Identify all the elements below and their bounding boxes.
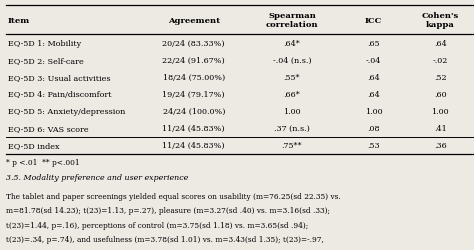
Text: Item: Item [8, 17, 30, 24]
Text: .75**: .75** [282, 142, 302, 150]
Text: .37 (n.s.): .37 (n.s.) [274, 124, 310, 132]
Text: .08: .08 [367, 124, 380, 132]
Text: EQ-5D index: EQ-5D index [8, 142, 60, 150]
Text: 18/24 (75.00%): 18/24 (75.00%) [163, 74, 225, 82]
Text: t(23)=1.44, p=.16), perceptions of control (m=3.75(sd 1.18) vs. m=3.65(sd .94);: t(23)=1.44, p=.16), perceptions of contr… [6, 221, 308, 229]
Text: 24/24 (100.0%): 24/24 (100.0%) [163, 108, 225, 116]
Text: .64: .64 [434, 40, 447, 48]
Text: EQ-5D 6: VAS score: EQ-5D 6: VAS score [8, 124, 89, 132]
Text: .64*: .64* [283, 40, 301, 48]
Text: Agreement: Agreement [168, 17, 220, 24]
Text: * p <.01  ** p<.001: * p <.01 ** p<.001 [6, 158, 79, 166]
Text: EQ-5D 2: Self-care: EQ-5D 2: Self-care [8, 56, 84, 64]
Text: ICC: ICC [365, 17, 383, 24]
Text: m=81.78(sd 14.23); t(23)=1.13, p=.27), pleasure (m=3.27(sd .40) vs. m=3.16(sd .3: m=81.78(sd 14.23); t(23)=1.13, p=.27), p… [6, 206, 330, 214]
Text: 1.00: 1.00 [365, 108, 383, 116]
Text: .36: .36 [434, 142, 447, 150]
Text: EQ-5D 1: Mobility: EQ-5D 1: Mobility [8, 40, 81, 48]
Text: EQ-5D 5: Anxiety/depression: EQ-5D 5: Anxiety/depression [8, 108, 126, 116]
Text: 20/24 (83.33%): 20/24 (83.33%) [163, 40, 225, 48]
Text: 11/24 (45.83%): 11/24 (45.83%) [163, 142, 225, 150]
Text: .41: .41 [434, 124, 447, 132]
Text: EQ-5D 4: Pain/discomfort: EQ-5D 4: Pain/discomfort [8, 90, 111, 98]
Text: -.04 (n.s.): -.04 (n.s.) [273, 56, 311, 64]
Text: .60: .60 [434, 90, 447, 98]
Text: .53: .53 [367, 142, 380, 150]
Text: 1.00: 1.00 [283, 108, 301, 116]
Text: EQ-5D 3: Usual activities: EQ-5D 3: Usual activities [8, 74, 110, 82]
Text: .52: .52 [434, 74, 447, 82]
Text: .65: .65 [367, 40, 380, 48]
Text: -.02: -.02 [433, 56, 448, 64]
Text: 1.00: 1.00 [431, 108, 449, 116]
Text: 19/24 (79.17%): 19/24 (79.17%) [163, 90, 225, 98]
Text: t(23)=.34, p=.74), and usefulness (m=3.78(sd 1.01) vs. m=3.43(sd 1.35); t(23)=-.: t(23)=.34, p=.74), and usefulness (m=3.7… [6, 235, 324, 243]
Text: .66*: .66* [283, 90, 301, 98]
Text: The tablet and paper screenings yielded equal scores on usability (m=76.25(sd 22: The tablet and paper screenings yielded … [6, 192, 340, 200]
Text: Cohen's
kappa: Cohen's kappa [422, 12, 459, 29]
Text: -.04: -.04 [366, 56, 382, 64]
Text: 22/24 (91.67%): 22/24 (91.67%) [163, 56, 225, 64]
Text: 3.5. Modality preference and user experience: 3.5. Modality preference and user experi… [6, 173, 188, 181]
Text: 11/24 (45.83%): 11/24 (45.83%) [163, 124, 225, 132]
Text: Spearman
correlation: Spearman correlation [265, 12, 318, 29]
Text: .64: .64 [367, 74, 380, 82]
Text: .64: .64 [367, 90, 380, 98]
Text: .55*: .55* [284, 74, 300, 82]
